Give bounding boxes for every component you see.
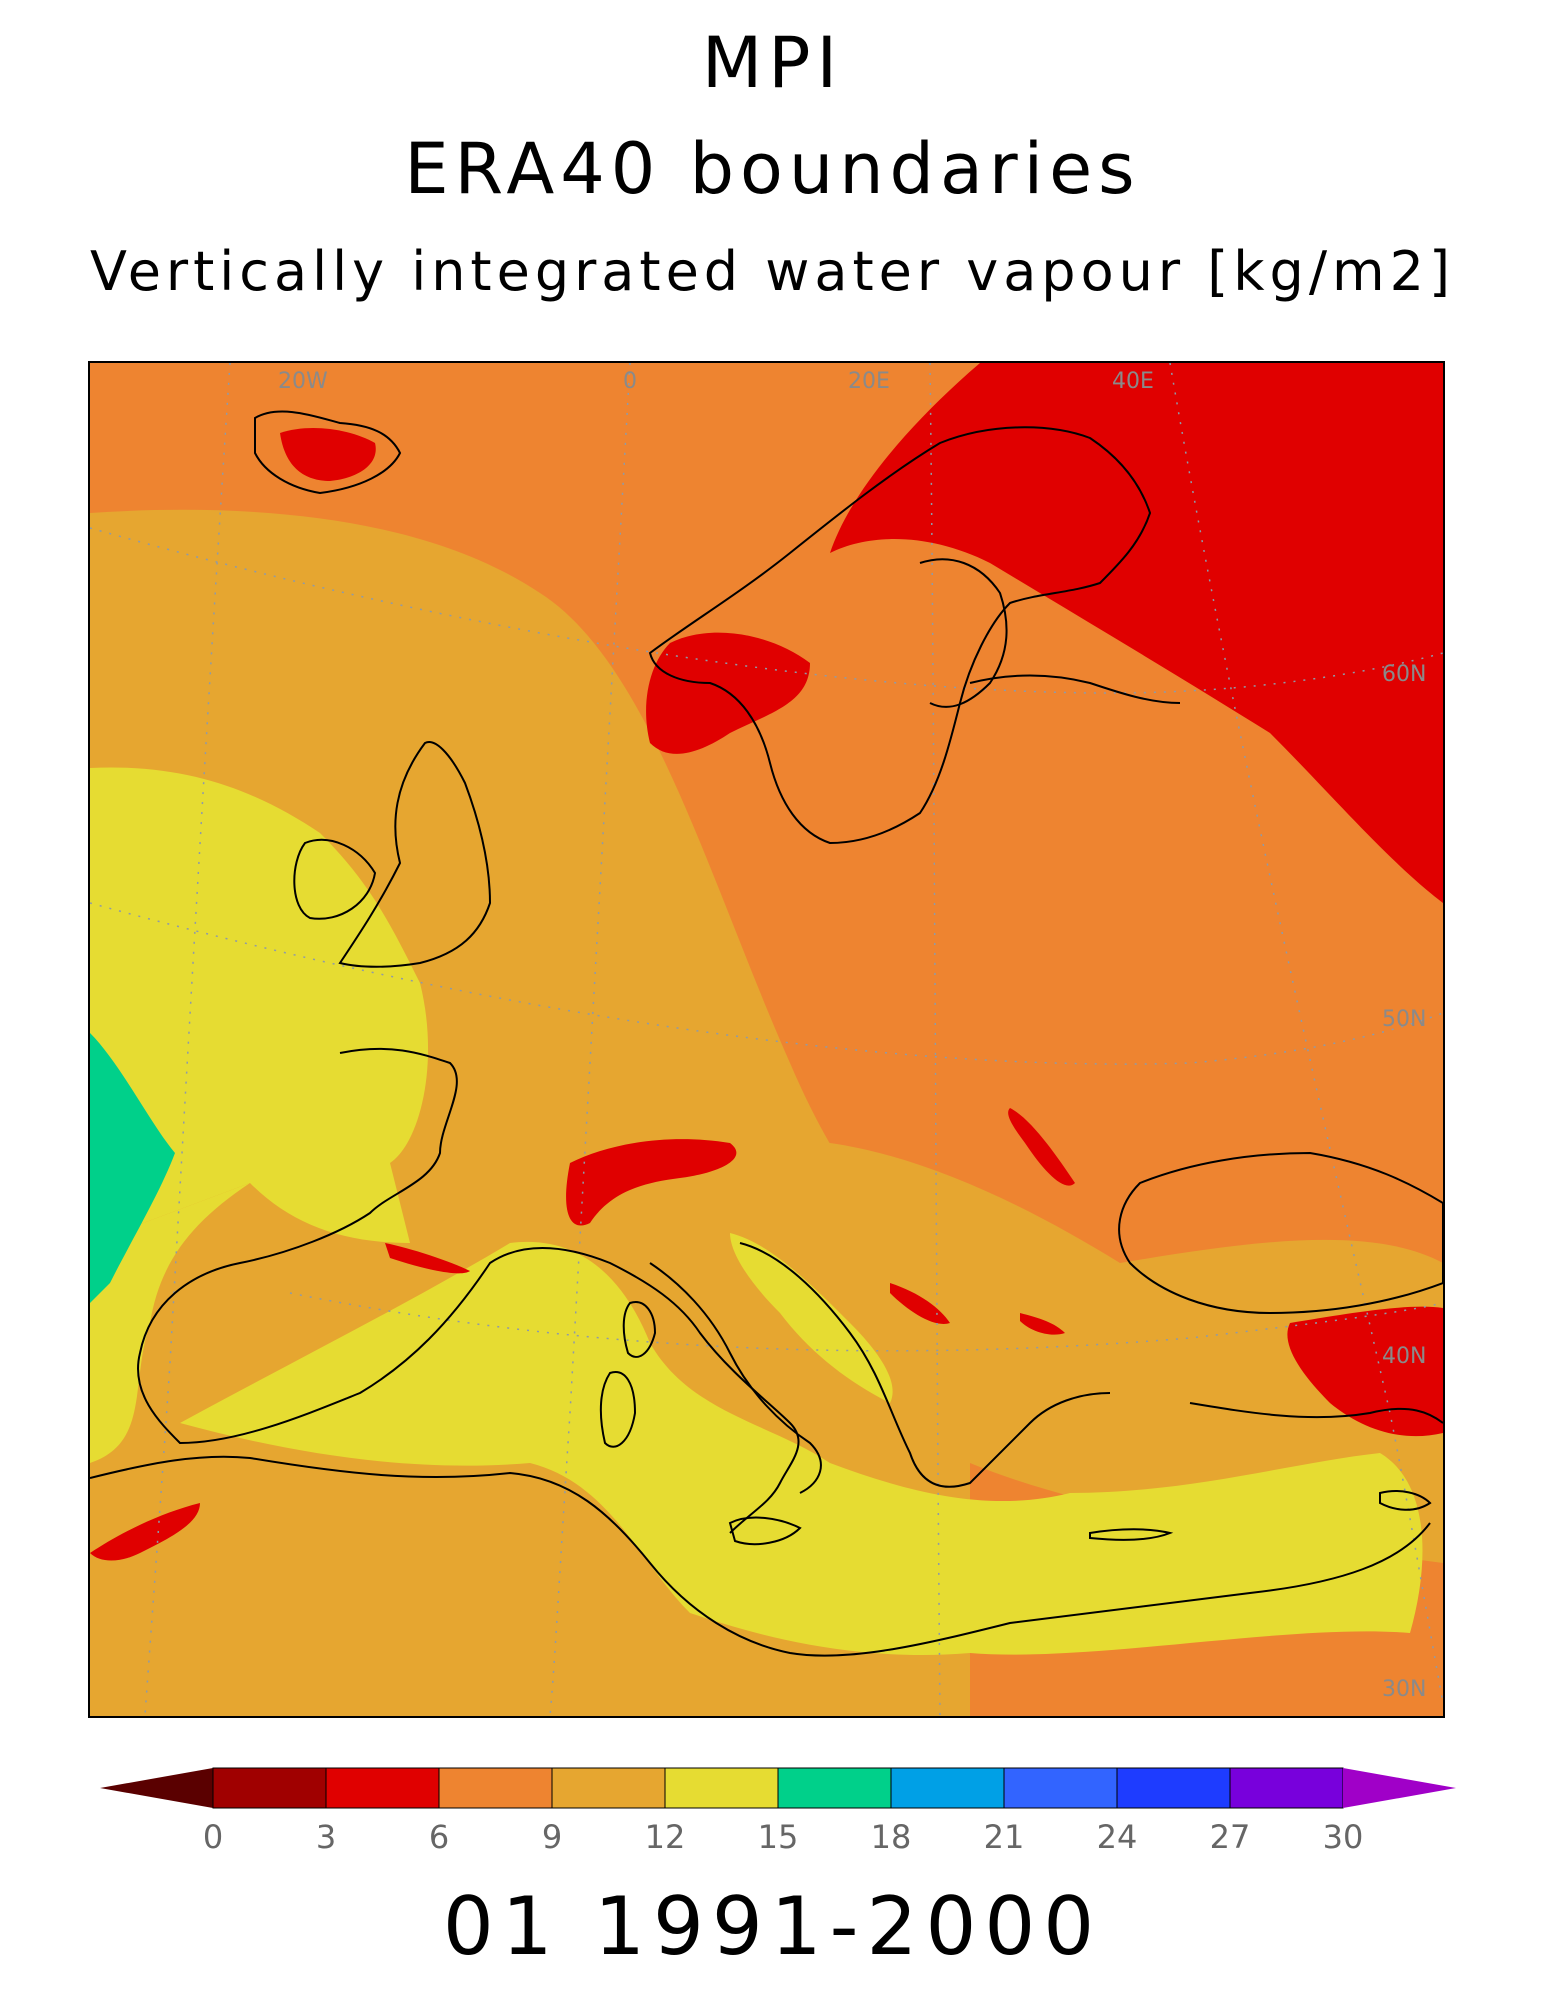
- map-field-yellow-iberia: [90, 1183, 250, 1463]
- grid-labels: 20W 0 20E 40E 60N 50N 40N 30N: [278, 369, 1426, 1702]
- lat-label-60n: 60N: [1382, 662, 1426, 687]
- coastlines: [90, 410, 1443, 1657]
- colorbar-box: [1116, 1767, 1231, 1809]
- colorbar-tick-label: 9: [542, 1818, 562, 1856]
- map-field-red-carpathians: [1008, 1108, 1075, 1186]
- colorbar-tick-label: 30: [1323, 1818, 1364, 1856]
- colorbar-box: [890, 1767, 1005, 1809]
- lon-label-20e: 20E: [848, 369, 890, 394]
- colorbar-boxes: [100, 1767, 1456, 1809]
- map-field-green: [90, 1033, 175, 1303]
- map-field-red-alps: [566, 1139, 737, 1226]
- colorbar-over-arrow: [1343, 1768, 1456, 1808]
- graticule: [90, 363, 1443, 1716]
- colorbar-tick-label: 12: [645, 1818, 686, 1856]
- colorbar-box: [1003, 1767, 1118, 1809]
- colorbar-box: [438, 1767, 553, 1809]
- map-field-yellow-med: [180, 1241, 1423, 1655]
- lon-label-40e: 40E: [1112, 369, 1154, 394]
- map-field-red-balkans: [890, 1283, 1065, 1335]
- colorbar-tick-label: 0: [203, 1818, 223, 1856]
- colorbar-box: [212, 1767, 327, 1809]
- map-field-red-pyrenees: [385, 1243, 470, 1274]
- europe-map: 20W 0 20E 40E 60N 50N 40N 30N: [90, 363, 1443, 1716]
- colorbar-tick-label: 18: [871, 1818, 912, 1856]
- colorbar-tick-label: 21: [984, 1818, 1025, 1856]
- map-frame: 20W 0 20E 40E 60N 50N 40N 30N: [88, 361, 1445, 1718]
- colorbar-tick-label: 24: [1097, 1818, 1138, 1856]
- colorbar-labels: 0 3 6 9 12 15 18 21 24 27 30: [203, 1818, 1364, 1856]
- map-field-red-atlas: [90, 1503, 200, 1561]
- map-field-amber-east: [730, 1139, 1443, 1563]
- map-field-red-north: [830, 363, 1443, 903]
- lat-label-50n: 50N: [1382, 1007, 1426, 1032]
- map-field-red-anatolia: [1287, 1306, 1443, 1437]
- map-field-red-iceland: [280, 428, 376, 481]
- map-field-amber-south: [90, 1455, 790, 1716]
- colorbar-tick-label: 15: [758, 1818, 799, 1856]
- map-field-yellow-atlantic: [90, 767, 429, 1243]
- lat-label-30n: 30N: [1382, 1677, 1426, 1702]
- map-field-yellow-adriatic: [730, 1233, 893, 1403]
- colorbar-tick-label: 27: [1210, 1818, 1251, 1856]
- colorbar-box: [664, 1767, 779, 1809]
- colorbar-under-arrow: [100, 1768, 213, 1808]
- lat-label-40n: 40N: [1382, 1344, 1426, 1369]
- period-label: 01 1991-2000: [442, 1880, 1103, 1973]
- colorbar-box: [551, 1767, 666, 1809]
- map-title: MPI: [701, 22, 844, 104]
- variable-label: Vertically integrated water vapour [kg/m…: [89, 240, 1456, 303]
- colorbar-box: [777, 1767, 892, 1809]
- colorbar: 0 3 6 9 12 15 18 21 24 27 30: [100, 1767, 1456, 1856]
- lon-label-0: 0: [623, 369, 637, 394]
- colorbar-box: [1229, 1767, 1344, 1809]
- lon-label-20w: 20W: [278, 369, 328, 394]
- colorbar-box: [325, 1767, 440, 1809]
- map-subtitle: ERA40 boundaries: [404, 128, 1141, 210]
- colorbar-tick-label: 3: [316, 1818, 336, 1856]
- colorbar-tick-label: 6: [429, 1818, 449, 1856]
